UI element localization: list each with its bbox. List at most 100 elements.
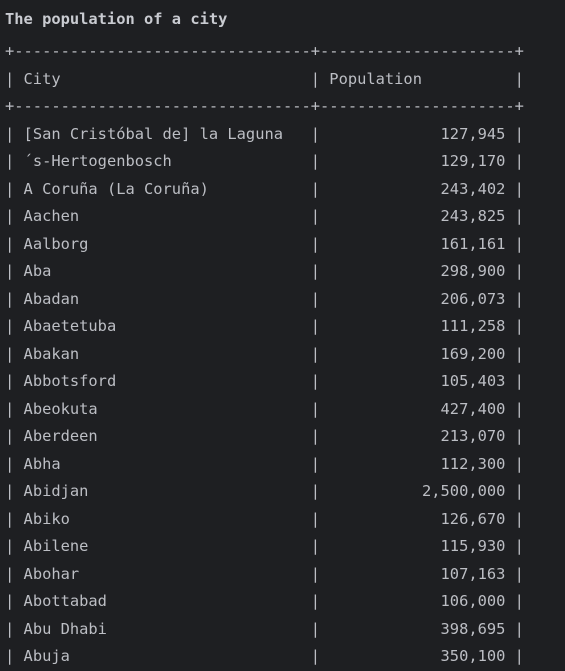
- cell-city: A Coruña (La Coruña): [23, 179, 311, 198]
- row-border-right: |: [505, 179, 524, 198]
- cell-city: Abadan: [23, 289, 311, 308]
- table-row: | Aba | 298,900 |: [5, 258, 565, 286]
- cell-city: Abiko: [23, 509, 311, 528]
- cell-city: Abaetetuba: [23, 317, 311, 335]
- row-border-right: |: [505, 124, 524, 143]
- cell-city: Abohar: [23, 564, 311, 583]
- row-border-middle: |: [310, 124, 330, 143]
- table-row: | Abadan | 206,073 |: [5, 286, 565, 314]
- row-border-right: |: [505, 317, 524, 335]
- row-border-right: |: [505, 344, 524, 363]
- cell-city: Abidjan: [23, 482, 311, 500]
- cell-city: Abakan: [23, 344, 311, 363]
- cell-population: 169,200: [329, 344, 506, 363]
- terminal-output: The population of a city +--------------…: [5, 0, 565, 671]
- cell-population: 427,400: [329, 399, 506, 418]
- table-body: | [San Cristóbal de] la Laguna | 127,945…: [5, 121, 565, 671]
- row-border-right: |: [505, 509, 524, 528]
- output-title: The population of a city: [5, 10, 228, 28]
- table-row: | Aachen | 243,825 |: [5, 203, 565, 231]
- table-row: | Abakan | 169,200 |: [5, 341, 565, 369]
- row-border-left: |: [5, 509, 24, 528]
- cell-city: Abuja: [23, 647, 311, 665]
- row-border-middle: |: [310, 317, 330, 335]
- cell-city: Aba: [23, 262, 311, 280]
- cell-population: 115,930: [329, 537, 506, 555]
- row-border-right: |: [505, 234, 524, 253]
- row-border-left: |: [5, 592, 24, 610]
- row-border-middle: |: [310, 482, 330, 500]
- row-border-middle: |: [310, 399, 330, 418]
- table-row: | ´s-Hertogenbosch | 129,170 |: [5, 148, 565, 176]
- cell-city: [San Cristóbal de] la Laguna: [23, 124, 311, 143]
- row-border-left: |: [5, 482, 24, 500]
- row-border-left: |: [5, 289, 24, 308]
- cell-population: 112,300: [329, 454, 506, 473]
- table-row: | Abaetetuba | 111,258 |: [5, 313, 565, 341]
- row-border-left: |: [5, 372, 24, 390]
- row-border-left: |: [5, 647, 24, 665]
- row-border-left: |: [5, 454, 24, 473]
- row-border-middle: |: [310, 619, 330, 638]
- row-border-left: |: [5, 152, 24, 170]
- row-border-right: |: [505, 207, 524, 225]
- row-border-middle: |: [310, 289, 330, 308]
- row-border-middle: |: [310, 592, 330, 610]
- row-border-left: |: [5, 564, 24, 583]
- table-row: | Abiko | 126,670 |: [5, 506, 565, 534]
- cell-city: Aachen: [23, 207, 311, 225]
- row-border-middle: |: [310, 427, 330, 445]
- row-border-middle: |: [310, 262, 330, 280]
- row-border-middle: |: [310, 372, 330, 390]
- row-border-right: |: [505, 647, 524, 665]
- row-border-middle: |: [310, 152, 330, 170]
- table-row: | A Coruña (La Coruña) | 243,402 |: [5, 176, 565, 204]
- row-border-right: |: [505, 262, 524, 280]
- cell-city: Aalborg: [23, 234, 311, 253]
- row-border-right: |: [505, 372, 524, 390]
- cell-population: 298,900: [329, 262, 506, 280]
- table-row: | Abidjan | 2,500,000 |: [5, 478, 565, 506]
- row-border-left: |: [5, 619, 24, 638]
- row-border-left: |: [5, 399, 24, 418]
- cell-population: 206,073: [329, 289, 506, 308]
- row-border-right: |: [505, 289, 524, 308]
- cell-population: 111,258: [329, 317, 506, 335]
- table-row: | Abilene | 115,930 |: [5, 533, 565, 561]
- table-row: | Aberdeen | 213,070 |: [5, 423, 565, 451]
- table-row: | Abeokuta | 427,400 |: [5, 396, 565, 424]
- table-row: | Abha | 112,300 |: [5, 451, 565, 479]
- row-border-right: |: [505, 482, 524, 500]
- cell-population: 2,500,000: [329, 482, 506, 500]
- row-border-right: |: [505, 399, 524, 418]
- cell-city: ´s-Hertogenbosch: [23, 152, 311, 170]
- row-border-left: |: [5, 234, 24, 253]
- cell-population: 350,100: [329, 647, 506, 665]
- row-border-right: |: [505, 152, 524, 170]
- row-border-left: |: [5, 317, 24, 335]
- row-border-middle: |: [310, 234, 330, 253]
- cell-population: 105,403: [329, 372, 506, 390]
- cell-population: 106,000: [329, 592, 506, 610]
- row-border-left: |: [5, 344, 24, 363]
- row-border-left: |: [5, 207, 24, 225]
- table-row: | Abohar | 107,163 |: [5, 561, 565, 589]
- row-border-right: |: [505, 454, 524, 473]
- table-row: | Abuja | 350,100 |: [5, 643, 565, 671]
- cell-population: 213,070: [329, 427, 506, 445]
- row-border-left: |: [5, 179, 24, 198]
- table-row: | Abu Dhabi | 398,695 |: [5, 616, 565, 644]
- row-border-middle: |: [310, 509, 330, 528]
- row-border-left: |: [5, 537, 24, 555]
- row-border-middle: |: [310, 179, 330, 198]
- cell-population: 127,945: [329, 124, 506, 143]
- cell-city: Aberdeen: [23, 427, 311, 445]
- row-border-middle: |: [310, 344, 330, 363]
- cell-population: 161,161: [329, 234, 506, 253]
- row-border-right: |: [505, 619, 524, 638]
- row-border-right: |: [505, 564, 524, 583]
- row-border-right: |: [505, 592, 524, 610]
- table-row: | [San Cristóbal de] la Laguna | 127,945…: [5, 121, 565, 149]
- cell-population: 129,170: [329, 152, 506, 170]
- row-border-right: |: [505, 537, 524, 555]
